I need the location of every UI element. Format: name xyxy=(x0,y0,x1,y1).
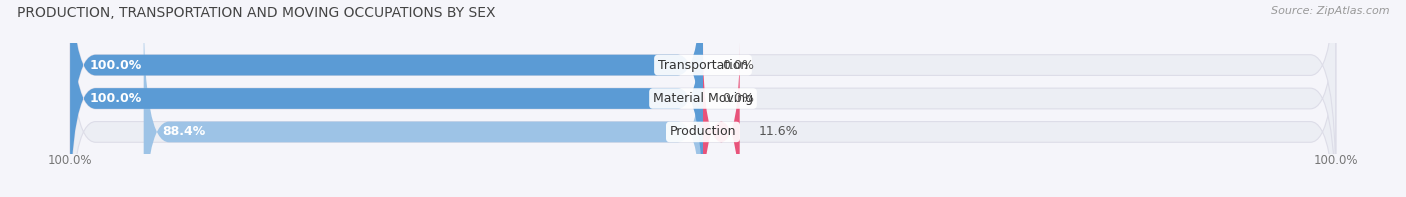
Text: Production: Production xyxy=(669,125,737,138)
Text: Transportation: Transportation xyxy=(658,59,748,72)
Text: 0.0%: 0.0% xyxy=(723,92,754,105)
Text: 0.0%: 0.0% xyxy=(723,59,754,72)
Text: PRODUCTION, TRANSPORTATION AND MOVING OCCUPATIONS BY SEX: PRODUCTION, TRANSPORTATION AND MOVING OC… xyxy=(17,6,495,20)
FancyBboxPatch shape xyxy=(703,42,740,197)
FancyBboxPatch shape xyxy=(70,9,1336,197)
FancyBboxPatch shape xyxy=(70,0,703,188)
Text: 88.4%: 88.4% xyxy=(163,125,205,138)
Text: 100.0%: 100.0% xyxy=(48,154,93,167)
Text: 100.0%: 100.0% xyxy=(89,59,142,72)
Text: 100.0%: 100.0% xyxy=(89,92,142,105)
FancyBboxPatch shape xyxy=(143,9,703,197)
Text: 11.6%: 11.6% xyxy=(759,125,799,138)
Text: 100.0%: 100.0% xyxy=(1313,154,1358,167)
FancyBboxPatch shape xyxy=(70,0,703,197)
Text: Material Moving: Material Moving xyxy=(652,92,754,105)
FancyBboxPatch shape xyxy=(70,0,1336,188)
FancyBboxPatch shape xyxy=(70,0,1336,197)
Text: Source: ZipAtlas.com: Source: ZipAtlas.com xyxy=(1271,6,1389,16)
